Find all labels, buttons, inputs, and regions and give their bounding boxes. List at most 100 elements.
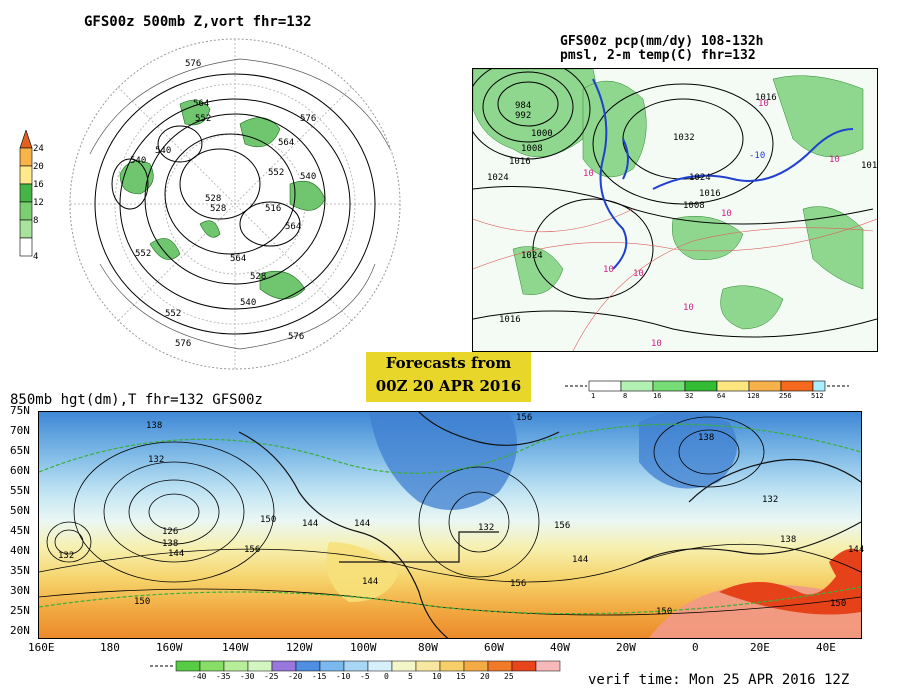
height-label: 150 xyxy=(830,599,847,609)
hgt-map-title: 850mb hgt(dm),T fhr=132 GFS00z xyxy=(10,392,263,408)
height-label: 132 xyxy=(478,523,495,533)
contour-label: 528 xyxy=(250,272,267,282)
contour-label: 552 xyxy=(165,309,182,319)
temp-label: 10 xyxy=(633,269,644,279)
lat-label: 30N xyxy=(10,584,30,597)
temp-colorbar-swatch xyxy=(199,660,225,672)
lat-label: 50N xyxy=(10,504,30,517)
vort-tick: 4 xyxy=(33,252,39,262)
temp-colorbar-tick: -30 xyxy=(240,672,255,681)
contour-label: 540 xyxy=(300,172,317,182)
pcp-map-title-2: pmsl, 2-m temp(C) fhr=132 xyxy=(560,48,756,63)
pressure-label: 1016 xyxy=(755,93,777,103)
temp-colorbar-swatch xyxy=(511,660,537,672)
contour-label: 564 xyxy=(278,138,295,148)
forecast-init-line2: 00Z 20 APR 2016 xyxy=(375,377,522,395)
temp-colorbar-ticks: -40 -35 -30 -25 -20 -15 -10 -5 0 5 10 15 20 25 xyxy=(150,672,590,684)
lon-label: 20E xyxy=(750,641,770,654)
vort-tick: 16 xyxy=(33,180,44,190)
lon-label: 100W xyxy=(350,641,377,654)
height-label: 144 xyxy=(168,549,185,559)
height-label: 144 xyxy=(848,545,865,555)
lat-axis: 75N 70N 65N 60N 55N 50N 45N 40N 35N 30N … xyxy=(10,404,38,639)
temp-colorbar-swatch xyxy=(439,660,465,672)
height-label: 144 xyxy=(354,519,371,529)
vort-tick: 12 xyxy=(33,198,44,208)
temp-colorbar-tick: -15 xyxy=(312,672,327,681)
temp-colorbar-tick: 15 xyxy=(456,672,466,681)
polar-map: 576 564 552 540 528 516 564 576 552 540 … xyxy=(60,34,410,374)
vort-map-title: GFS00z 500mb Z,vort fhr=132 xyxy=(84,14,312,30)
temp-label: 10 xyxy=(758,99,769,109)
temp-label: 10 xyxy=(651,339,662,349)
height-label: 144 xyxy=(302,519,319,529)
hgt-temp-map-graphic xyxy=(39,412,861,638)
height-labels-layer: 138 132 126 138 144 132 150 156 144 144 … xyxy=(38,411,864,637)
temp-colorbar-tick: -20 xyxy=(288,672,303,681)
hgt-temp-map xyxy=(38,411,862,639)
pressure-label: 1008 xyxy=(683,201,705,211)
pressure-label: 1016 xyxy=(509,157,531,167)
temp-colorbar-swatch xyxy=(391,660,417,672)
temp-colorbar-tick: 20 xyxy=(480,672,490,681)
contour-label: 552 xyxy=(268,168,285,178)
temp-label: 10 xyxy=(683,303,694,313)
verif-time: verif time: Mon 25 APR 2016 12Z xyxy=(588,672,850,688)
temp-colorbar-swatch xyxy=(247,660,273,672)
contour-label: 516 xyxy=(265,204,282,214)
contour-label: 564 xyxy=(285,222,302,232)
pressure-label: 1000 xyxy=(531,129,553,139)
temp-colorbar-swatch xyxy=(175,660,201,672)
height-label: 150 xyxy=(134,597,151,607)
temp-colorbar-swatch xyxy=(535,660,561,672)
lat-label: 65N xyxy=(10,444,30,457)
temp-colorbar-swatch xyxy=(319,660,345,672)
height-label: 132 xyxy=(148,455,165,465)
height-label: 144 xyxy=(572,555,589,565)
pcp-tick: 8 xyxy=(623,392,628,400)
pmsl-map: 984 992 1000 1008 1016 1024 1024 1016 10… xyxy=(472,68,878,352)
contour-label: 564 xyxy=(193,99,210,109)
polar-map-graphic xyxy=(69,38,401,370)
lon-label: 40E xyxy=(816,641,836,654)
temp-label: 10 xyxy=(829,155,840,165)
contour-label: 576 xyxy=(300,114,317,124)
pcp-tick: 128 xyxy=(747,392,760,400)
temp-colorbar-swatch xyxy=(223,660,249,672)
temp-colorbar-swatch xyxy=(463,660,489,672)
lat-label: 70N xyxy=(10,424,30,437)
temp-colorbar-swatch xyxy=(343,660,369,672)
contour-label: 576 xyxy=(288,332,305,342)
pressure-label: 1016 xyxy=(699,189,721,199)
contour-label: 552 xyxy=(195,114,212,124)
temp-label: -10 xyxy=(749,151,766,161)
temp-colorbar-tick: 10 xyxy=(432,672,442,681)
temp-colorbar: -40 -35 -30 -25 -20 -15 -10 -5 0 5 10 15 20 25 xyxy=(150,658,590,688)
height-label: 132 xyxy=(762,495,779,505)
pcp-tick: 64 xyxy=(717,392,726,400)
lon-label: 160W xyxy=(156,641,183,654)
height-label: 150 xyxy=(656,607,673,617)
pcp-colorbar: 1 8 16 32 64 128 256 512 xyxy=(565,378,850,406)
height-label: 138 xyxy=(780,535,797,545)
lon-label: 20W xyxy=(616,641,636,654)
temp-colorbar-swatch xyxy=(367,660,393,672)
temp-label: 10 xyxy=(721,209,732,219)
temp-colorbar-graphic xyxy=(150,660,561,672)
contour-label: 528 xyxy=(205,194,222,204)
temp-colorbar-tick: 25 xyxy=(504,672,514,681)
temp-colorbar-swatch xyxy=(271,660,297,672)
contour-label: 540 xyxy=(155,146,172,156)
vort-tick: 8 xyxy=(33,216,39,226)
temp-colorbar-tick: -40 xyxy=(192,672,207,681)
lon-label: 60W xyxy=(484,641,504,654)
height-label: 156 xyxy=(510,579,527,589)
contour-label: 564 xyxy=(230,254,247,264)
temp-colorbar-tick: -25 xyxy=(264,672,279,681)
pressure-label: 1024 xyxy=(689,173,711,183)
lon-label: 0 xyxy=(692,641,699,654)
vort-tick: 24 xyxy=(33,144,44,154)
vort-colorbar: 24 20 16 12 8 4 xyxy=(18,129,48,265)
temp-colorbar-tick: 0 xyxy=(384,672,389,681)
temp-colorbar-swatch xyxy=(295,660,321,672)
